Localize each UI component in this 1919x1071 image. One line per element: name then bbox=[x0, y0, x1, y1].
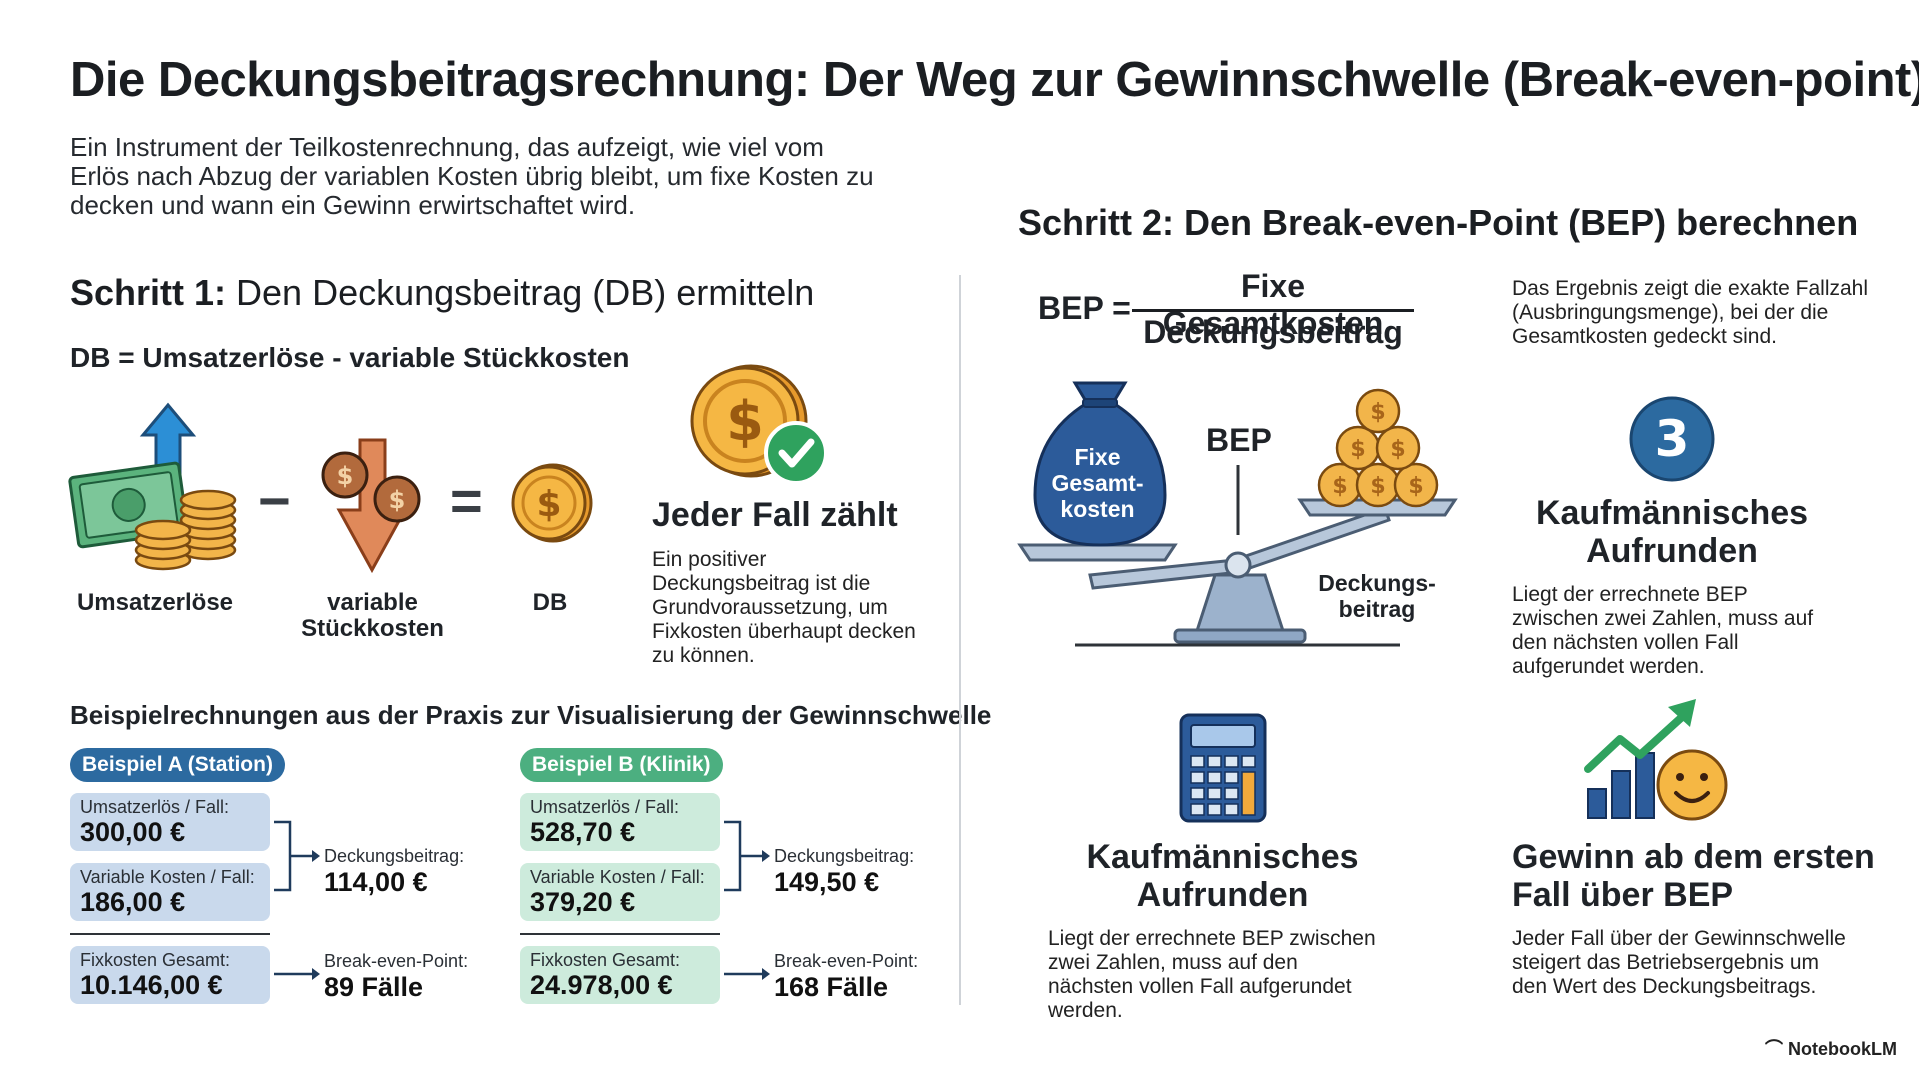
example-a-varcost-key: Variable Kosten / Fall: bbox=[80, 867, 255, 887]
db-formula: DB = Umsatzerlöse - variable Stückkosten bbox=[70, 342, 630, 373]
example-b-revenue: Umsatzerlös / Fall: 528,70 € bbox=[520, 793, 720, 851]
example-a-bep-key: Break-even-Point: bbox=[324, 951, 469, 971]
balance-scale-illustration: $ $ $ $ $$ bbox=[1017, 381, 1458, 647]
svg-text:$: $ bbox=[1350, 437, 1365, 462]
svg-text:$: $ bbox=[1370, 474, 1385, 499]
example-b-bep-key: Break-even-Point: bbox=[774, 951, 919, 971]
example-b-varcost-val: 379,20 € bbox=[530, 887, 636, 917]
db-coin-icon: $ bbox=[511, 463, 593, 543]
example-a-bep: Break-even-Point: 89 Fälle bbox=[324, 950, 468, 1002]
equals-sign: = bbox=[450, 469, 483, 532]
example-a-varcost-val: 186,00 € bbox=[80, 887, 186, 917]
example-b-db-val: 149,50 € bbox=[774, 867, 880, 897]
example-b-fixcost-key: Fixkosten Gesamt: bbox=[530, 950, 681, 970]
number-three-icon: 3 bbox=[1629, 396, 1715, 482]
example-a-fixcost-key: Fixkosten Gesamt: bbox=[80, 950, 231, 970]
card-three-text: Liegt der errechnete BEP zwischen zwei Z… bbox=[1512, 583, 1814, 678]
label-revenue: Umsatzerlöse bbox=[76, 589, 234, 616]
example-b-connectors bbox=[724, 820, 770, 980]
example-b-bep-val: 168 Fälle bbox=[774, 972, 889, 1002]
bep-denominator: Deckungsbeitrag bbox=[1143, 314, 1403, 350]
examples-heading: Beispielrechnungen aus der Praxis zur Vi… bbox=[70, 700, 992, 730]
bep-result-text: Das Ergebnis zeigt die exakte Fallzahl (… bbox=[1512, 277, 1869, 348]
fraction-bar bbox=[1132, 309, 1414, 312]
example-b-bep: Break-even-Point: 168 Fälle bbox=[774, 950, 918, 1002]
card-three-title: Kaufmännisches Aufrunden bbox=[1535, 494, 1809, 570]
notebooklm-watermark: ⌒ NotebookLM bbox=[1765, 1035, 1897, 1061]
coin-check-icon: $ bbox=[690, 364, 828, 485]
scale-bep-label: BEP bbox=[1206, 422, 1272, 458]
step1-heading-rest: Den Deckungsbeitrag (DB) ermitteln bbox=[226, 272, 815, 313]
example-b-pill: Beispiel B (Klinik) bbox=[520, 748, 723, 782]
example-a-revenue-key: Umsatzerlös / Fall: bbox=[80, 797, 230, 817]
example-a-fixcost-val: 10.146,00 € bbox=[80, 970, 223, 1000]
example-a-db-val: 114,00 € bbox=[324, 867, 428, 897]
revenue-icon bbox=[68, 402, 237, 571]
bag-label: Fixe Gesamt-kosten bbox=[1051, 444, 1144, 522]
example-a-revenue: Umsatzerlös / Fall: 300,00 € bbox=[70, 793, 270, 851]
svg-text:$: $ bbox=[389, 486, 406, 514]
step1-heading: Schritt 1: Den Deckungsbeitrag (DB) ermi… bbox=[70, 272, 814, 314]
example-b-fixcost: Fixkosten Gesamt: 24.978,00 € bbox=[520, 946, 720, 1004]
notebooklm-logo-icon: ⌒ bbox=[1765, 1039, 1789, 1059]
column-divider bbox=[959, 275, 961, 1005]
svg-text:$: $ bbox=[1332, 474, 1347, 499]
step2-heading: Schritt 2: Den Break-even-Point (BEP) be… bbox=[1018, 202, 1859, 243]
example-a-connectors bbox=[274, 820, 320, 980]
example-a-rule bbox=[70, 933, 270, 935]
example-b-rule bbox=[520, 933, 720, 935]
svg-text:$: $ bbox=[726, 390, 764, 453]
example-a-db: Deckungsbeitrag: 114,00 € bbox=[324, 845, 464, 897]
example-b-revenue-key: Umsatzerlös / Fall: bbox=[530, 797, 680, 817]
every-case-title: Jeder Fall zählt bbox=[652, 496, 898, 534]
svg-text:$: $ bbox=[1408, 474, 1423, 499]
svg-text:$: $ bbox=[536, 484, 561, 525]
step1-heading-bold: Schritt 1: bbox=[70, 272, 227, 313]
watermark-text: NotebookLM bbox=[1788, 1039, 1897, 1059]
example-a-pill: Beispiel A (Station) bbox=[70, 748, 285, 782]
svg-text:$: $ bbox=[1390, 437, 1405, 462]
example-a-revenue-val: 300,00 € bbox=[80, 817, 186, 847]
svg-text:$: $ bbox=[337, 462, 354, 490]
card-calc-text: Liegt der errechnete BEP zwischen zwei Z… bbox=[1048, 927, 1376, 1022]
example-b-db: Deckungsbeitrag: 149,50 € bbox=[774, 845, 914, 897]
svg-text:$: $ bbox=[1370, 400, 1385, 425]
coins-label: Deckungs-beitrag bbox=[1318, 570, 1436, 622]
label-variable-costs: variable Stückkosten bbox=[301, 589, 444, 642]
profit-growth-icon bbox=[1584, 699, 1728, 821]
example-b-varcost: Variable Kosten / Fall: 379,20 € bbox=[520, 863, 720, 921]
card-profit-text: Jeder Fall über der Gewinnschwelle steig… bbox=[1512, 927, 1846, 998]
minus-sign: − bbox=[258, 469, 291, 532]
number-three-text: 3 bbox=[1655, 410, 1690, 468]
card-calc-title: Kaufmännisches Aufrunden bbox=[1086, 838, 1359, 914]
intro-text: Ein Instrument der Teilkostenrechnung, d… bbox=[70, 132, 874, 220]
page-title: Die Deckungsbeitragsrechnung: Der Weg zu… bbox=[70, 53, 1919, 107]
example-a-fixcost: Fixkosten Gesamt: 10.146,00 € bbox=[70, 946, 270, 1004]
every-case-text: Ein positiver Deckungsbeitrag ist die Gr… bbox=[652, 548, 916, 667]
example-b-fixcost-val: 24.978,00 € bbox=[530, 970, 673, 1000]
variable-costs-icon: $ $ bbox=[321, 438, 421, 574]
example-b-revenue-val: 528,70 € bbox=[530, 817, 636, 847]
calculator-icon bbox=[1179, 713, 1267, 823]
card-profit-title: Gewinn ab dem ersten Fall über BEP bbox=[1512, 838, 1875, 914]
example-b-db-key: Deckungsbeitrag: bbox=[774, 846, 915, 866]
label-db: DB bbox=[532, 589, 568, 616]
example-a-bep-val: 89 Fälle bbox=[324, 972, 424, 1002]
bep-lhs: BEP = bbox=[1038, 290, 1131, 326]
example-a-varcost: Variable Kosten / Fall: 186,00 € bbox=[70, 863, 270, 921]
example-b-varcost-key: Variable Kosten / Fall: bbox=[530, 867, 705, 887]
example-a-db-key: Deckungsbeitrag: bbox=[324, 846, 465, 866]
